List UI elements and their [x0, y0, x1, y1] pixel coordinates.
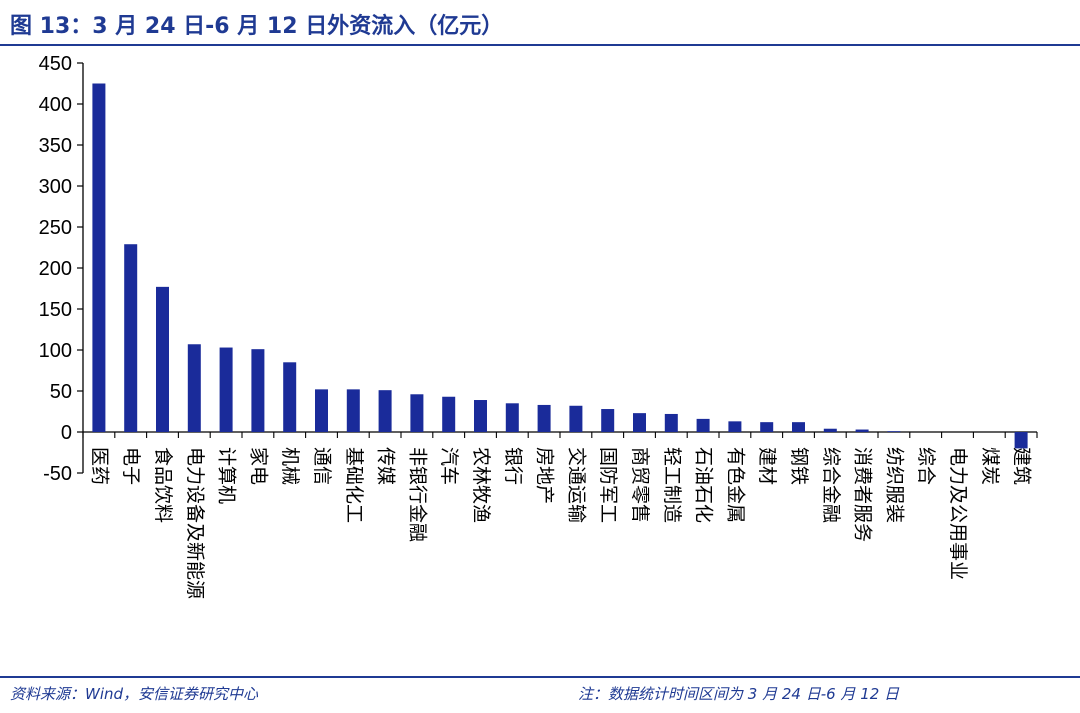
category-label: 房地产 [534, 447, 556, 504]
bar [315, 389, 328, 432]
category-label: 基础化工 [343, 447, 365, 523]
bar [346, 389, 360, 432]
bar [601, 409, 615, 432]
bar [855, 429, 869, 432]
category-label: 银行 [502, 447, 524, 485]
category-label: 综合金融 [820, 447, 842, 523]
title-divider [0, 44, 1080, 46]
category-label: 机械 [279, 447, 301, 485]
bar [792, 422, 805, 432]
category-label: 消费者服务 [852, 447, 874, 542]
bar [823, 428, 837, 432]
source-note: 资料来源：Wind，安信证券研究中心 [10, 685, 259, 703]
y-tick-label: 200 [39, 258, 72, 280]
bar [219, 347, 233, 432]
category-label: 电力及公用事业 [947, 447, 969, 580]
category-label: 石油石化 [693, 447, 715, 523]
category-label: 有色金属 [724, 447, 746, 523]
bar [251, 349, 265, 432]
y-tick-label: 400 [39, 94, 72, 116]
category-label: 纺织服装 [883, 447, 905, 523]
y-tick-label: 300 [39, 176, 72, 198]
bar [728, 421, 742, 432]
bar [887, 431, 901, 432]
category-label: 交通运输 [565, 447, 587, 523]
category-label: 国防军工 [597, 447, 619, 523]
category-label: 轻工制造 [661, 447, 683, 523]
bar [187, 344, 201, 432]
bar [696, 418, 710, 432]
category-label: 计算机 [216, 447, 238, 504]
bar [537, 404, 551, 432]
category-label: 电力设备及新能源 [184, 447, 206, 599]
y-tick-label: 150 [39, 299, 72, 321]
category-label: 钢铁 [788, 447, 810, 485]
category-label: 煤炭 [979, 447, 1001, 485]
bar [124, 244, 138, 432]
category-label: 食品饮料 [152, 447, 174, 523]
category-label: 汽车 [438, 447, 460, 485]
y-tick-label: 100 [39, 340, 72, 362]
bar [410, 394, 424, 432]
category-label: 电子 [120, 447, 142, 485]
bar [156, 286, 169, 432]
bar [633, 413, 646, 432]
category-label: 建材 [756, 447, 778, 485]
y-tick-label: 0 [61, 422, 72, 444]
footer-divider [0, 676, 1080, 678]
y-tick-label: 250 [39, 217, 72, 239]
category-label: 商贸零售 [629, 447, 651, 523]
bar [92, 83, 106, 432]
category-label: 传媒 [375, 447, 397, 485]
bar [283, 362, 297, 432]
bar [664, 413, 678, 432]
category-label: 医药 [88, 447, 110, 485]
bar [474, 400, 487, 432]
category-label: 综合 [915, 447, 937, 485]
category-label: 建筑 [1011, 447, 1033, 485]
y-tick-label: -50 [43, 463, 72, 485]
category-label: 家电 [247, 447, 269, 485]
bar [569, 405, 583, 432]
bar [505, 403, 519, 432]
category-label: 非银行金融 [406, 447, 428, 542]
y-tick-label: 350 [39, 135, 72, 157]
bar [378, 390, 392, 432]
figure-title: 图 13：3 月 24 日-6 月 12 日外资流入（亿元） [10, 14, 504, 39]
date-range-note: 注：数据统计时间区间为 3 月 24 日-6 月 12 日 [578, 685, 900, 703]
bar [442, 396, 456, 432]
bar [760, 422, 774, 432]
category-label: 农林牧渔 [470, 447, 492, 523]
y-tick-label: 50 [50, 381, 72, 403]
category-label: 通信 [311, 447, 333, 485]
y-tick-label: 450 [39, 53, 72, 75]
bar [1014, 432, 1028, 449]
